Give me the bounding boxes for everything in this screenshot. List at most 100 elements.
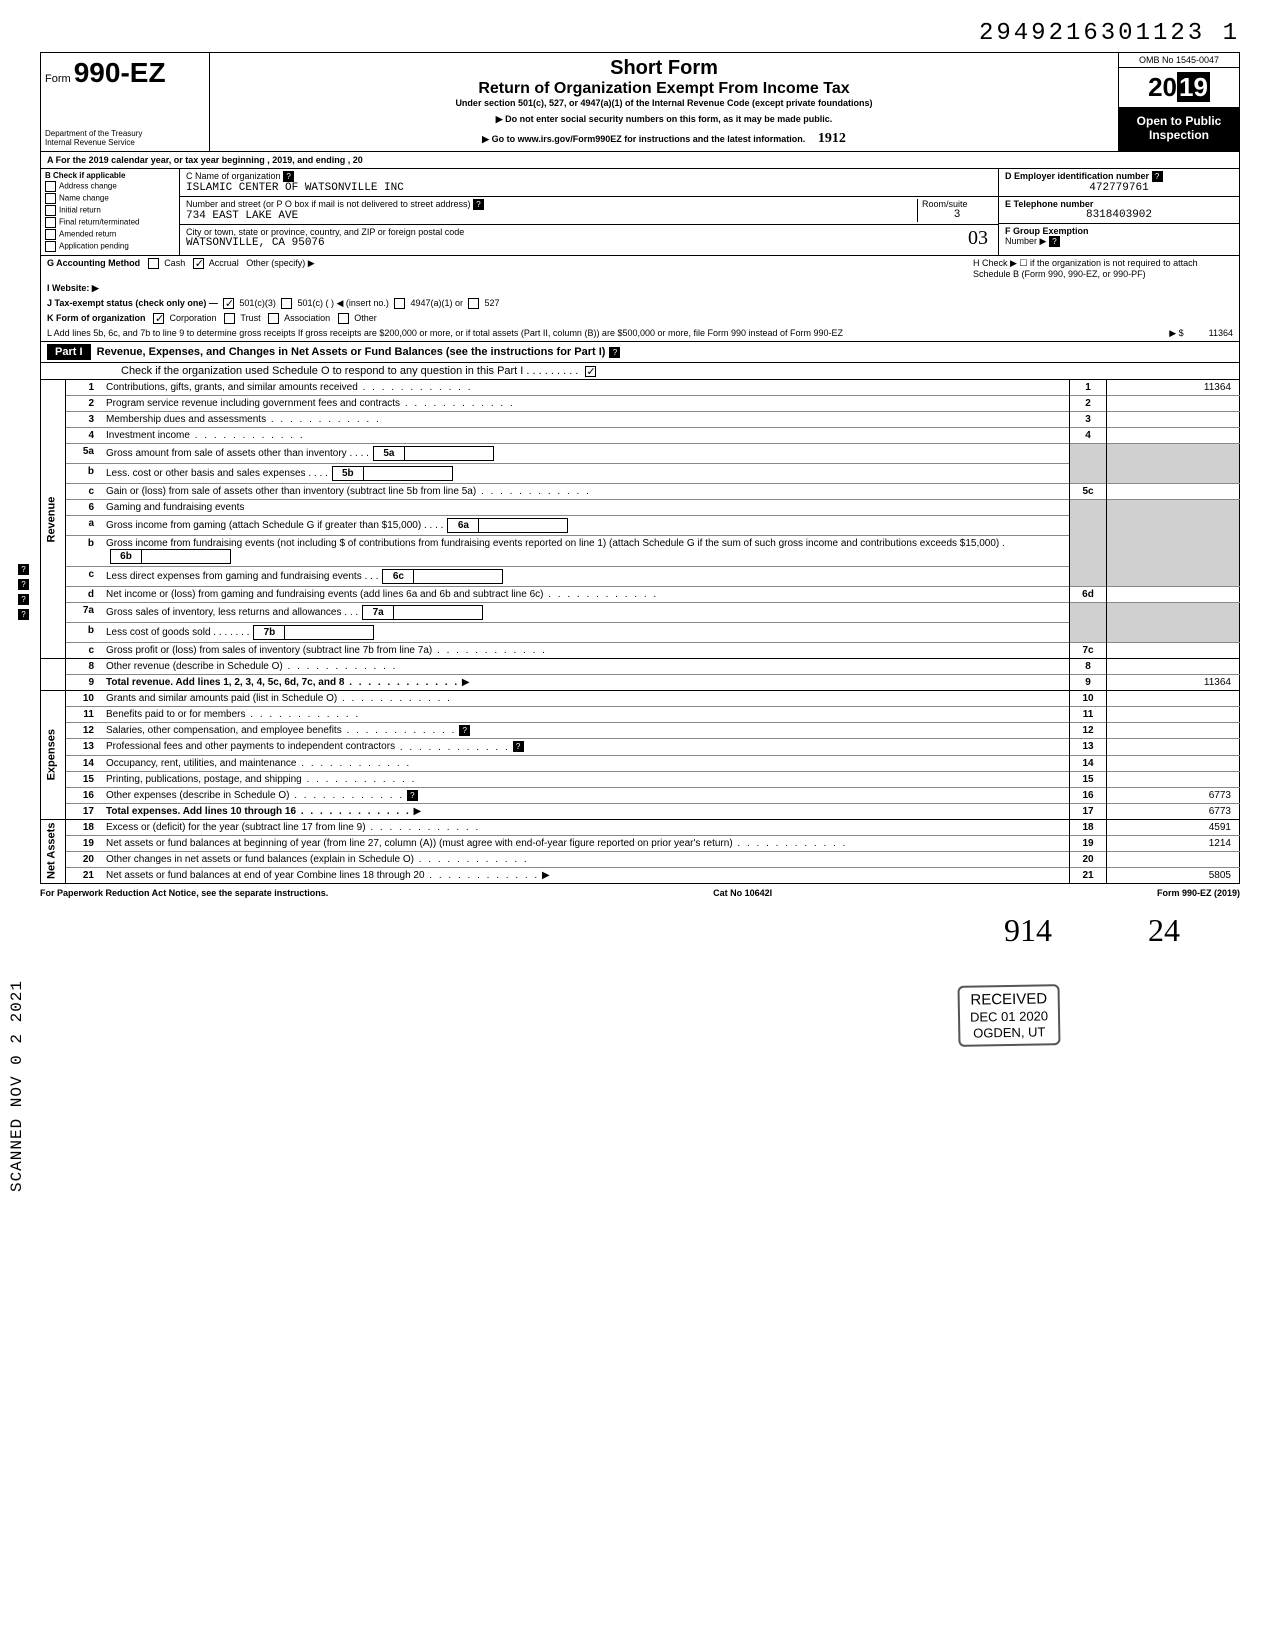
help-icon[interactable]: ? bbox=[18, 609, 29, 620]
line-box: 12 bbox=[1070, 723, 1107, 739]
form-id-box: Form 990-EZ Department of the Treasury I… bbox=[41, 53, 210, 151]
chk-name[interactable] bbox=[45, 193, 56, 204]
line-desc: Grants and similar amounts paid (list in… bbox=[106, 693, 452, 704]
line-val: 6773 bbox=[1107, 803, 1240, 819]
lbl-name: Name change bbox=[59, 194, 109, 203]
line-desc: Total revenue. Add lines 1, 2, 3, 4, 5c,… bbox=[106, 677, 459, 688]
group-label2: Number ▶ bbox=[1005, 236, 1046, 246]
line-num: b bbox=[66, 464, 103, 484]
lbl-527: 527 bbox=[485, 298, 500, 308]
help-icon[interactable]: ? bbox=[1049, 236, 1060, 247]
line-box: 2 bbox=[1070, 396, 1107, 412]
chk-address[interactable] bbox=[45, 181, 56, 192]
chk-accrual[interactable] bbox=[193, 258, 204, 269]
line-box: 9 bbox=[1070, 675, 1107, 691]
lines-table: Revenue 1 Contributions, gifts, grants, … bbox=[40, 380, 1240, 883]
line-num: 11 bbox=[66, 707, 103, 723]
line-val bbox=[1107, 659, 1240, 675]
line-desc: Printing, publications, postage, and shi… bbox=[106, 774, 416, 785]
row-a-calendar: A For the 2019 calendar year, or tax yea… bbox=[40, 152, 1240, 169]
chk-pending[interactable] bbox=[45, 241, 56, 252]
line-box: 8 bbox=[1070, 659, 1107, 675]
chk-501c[interactable] bbox=[281, 298, 292, 309]
line-desc: Other changes in net assets or fund bala… bbox=[106, 854, 529, 865]
col-c-org: C Name of organization ? ISLAMIC CENTER … bbox=[180, 169, 999, 255]
room: 3 bbox=[922, 209, 992, 221]
lbl-trust: Trust bbox=[240, 313, 260, 323]
lbl-address: Address change bbox=[59, 182, 117, 191]
line-num: 3 bbox=[66, 412, 103, 428]
year-suffix: 19 bbox=[1177, 72, 1210, 102]
inner-lbl: 6b bbox=[111, 550, 142, 563]
chk-501c3[interactable] bbox=[223, 298, 234, 309]
chk-scho[interactable] bbox=[585, 366, 596, 377]
lbl-other: Other (specify) ▶ bbox=[246, 258, 314, 268]
help-icon[interactable]: ? bbox=[18, 579, 29, 590]
line-num: b bbox=[66, 536, 103, 567]
lbl-amended: Amended return bbox=[59, 230, 116, 239]
line-val: 4591 bbox=[1107, 819, 1240, 835]
line-num: c bbox=[66, 484, 103, 500]
form-number: 990-EZ bbox=[74, 57, 166, 88]
line-box: 13 bbox=[1070, 739, 1107, 755]
line-desc: Program service revenue including govern… bbox=[106, 398, 515, 409]
line-val bbox=[1107, 851, 1240, 867]
group-label: F Group Exemption bbox=[1005, 226, 1089, 236]
chk-amended[interactable] bbox=[45, 229, 56, 240]
chk-corp[interactable] bbox=[153, 313, 164, 324]
part1-title: Revenue, Expenses, and Changes in Net As… bbox=[97, 346, 606, 358]
help-icon[interactable]: ? bbox=[18, 594, 29, 605]
line-num: a bbox=[66, 516, 103, 536]
g-label: G Accounting Method bbox=[47, 258, 140, 268]
dept-irs: Internal Revenue Service bbox=[45, 138, 142, 147]
line-box: 11 bbox=[1070, 707, 1107, 723]
chk-trust[interactable] bbox=[224, 313, 235, 324]
received-stamp: RECEIVED DEC 01 2020 OGDEN, UT bbox=[957, 984, 1060, 1047]
lbl-kother: Other bbox=[354, 313, 377, 323]
lbl-4947: 4947(a)(1) or bbox=[410, 298, 463, 308]
k-label: K Form of organization bbox=[47, 313, 146, 323]
chk-4947[interactable] bbox=[394, 298, 405, 309]
chk-final[interactable] bbox=[45, 217, 56, 228]
inner-lbl: 6c bbox=[383, 570, 414, 583]
line-box: 18 bbox=[1070, 819, 1107, 835]
dln-number: 2949216301123 1 bbox=[40, 20, 1240, 47]
chk-assoc[interactable] bbox=[268, 313, 279, 324]
help-icon[interactable]: ? bbox=[459, 725, 470, 736]
l-value: 11364 bbox=[1209, 328, 1233, 338]
stamp-received-text: RECEIVED bbox=[970, 990, 1048, 1009]
help-icon[interactable]: ? bbox=[283, 171, 294, 182]
line-num: 5a bbox=[66, 444, 103, 464]
ein: 472779761 bbox=[1005, 182, 1233, 194]
line-val: 5805 bbox=[1107, 867, 1240, 883]
side-help-icons: ? ? ? ? bbox=[18, 560, 29, 624]
line-num: 13 bbox=[66, 739, 103, 755]
year-prefix: 20 bbox=[1148, 72, 1177, 102]
help-icon[interactable]: ? bbox=[1152, 171, 1163, 182]
help-icon[interactable]: ? bbox=[513, 741, 524, 752]
line-desc: Contributions, gifts, grants, and simila… bbox=[106, 382, 472, 393]
line-num: 6 bbox=[66, 500, 103, 516]
chk-other[interactable] bbox=[338, 313, 349, 324]
line-num: 16 bbox=[66, 787, 103, 803]
line-num: 9 bbox=[66, 675, 103, 691]
line-val: 1214 bbox=[1107, 835, 1240, 851]
omb-number: OMB No 1545-0047 bbox=[1119, 53, 1239, 68]
side-revenue: Revenue bbox=[41, 380, 66, 659]
line-val bbox=[1107, 755, 1240, 771]
line-num: 12 bbox=[66, 723, 103, 739]
help-icon[interactable]: ? bbox=[473, 199, 484, 210]
line-num: 19 bbox=[66, 835, 103, 851]
line-val bbox=[1107, 771, 1240, 787]
help-icon[interactable]: ? bbox=[609, 347, 620, 358]
help-icon[interactable]: ? bbox=[18, 564, 29, 575]
line-box: 7c bbox=[1070, 643, 1107, 659]
inner-lbl: 7a bbox=[363, 606, 394, 619]
chk-initial[interactable] bbox=[45, 205, 56, 216]
inner-lbl: 5b bbox=[333, 467, 364, 480]
help-icon[interactable]: ? bbox=[407, 790, 418, 801]
line-box: 1 bbox=[1070, 380, 1107, 396]
side-expenses: Expenses bbox=[41, 691, 66, 819]
chk-cash[interactable] bbox=[148, 258, 159, 269]
chk-527[interactable] bbox=[468, 298, 479, 309]
